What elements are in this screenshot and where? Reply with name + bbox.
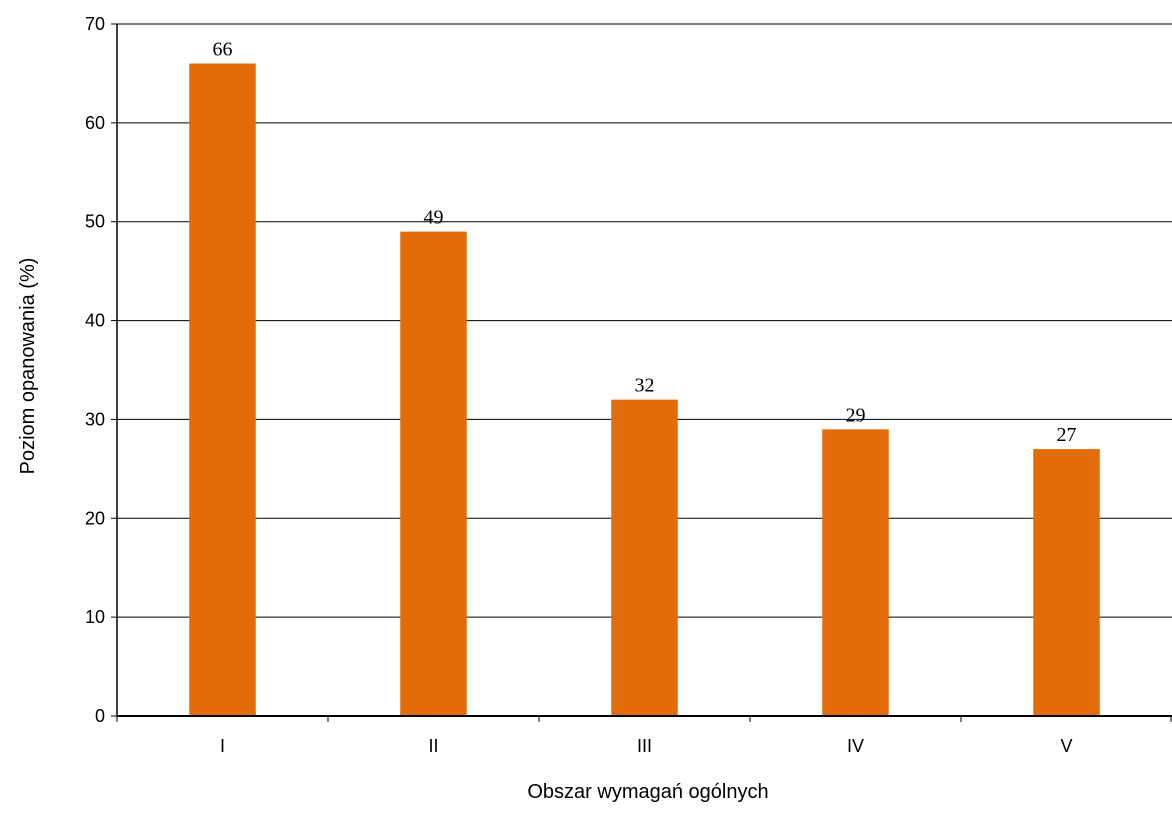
x-tick-label-III: III — [637, 736, 652, 756]
y-tick-label: 0 — [95, 706, 105, 726]
x-tick-label-V: V — [1060, 736, 1072, 756]
y-tick-label: 10 — [85, 607, 105, 627]
y-tick-label: 70 — [85, 14, 105, 34]
bar-IV — [822, 429, 889, 716]
data-label-V: 27 — [1057, 424, 1077, 446]
y-tick-label: 60 — [85, 113, 105, 133]
bar-I — [189, 63, 256, 717]
bar-II — [400, 231, 467, 716]
y-tick-label: 40 — [85, 311, 105, 331]
x-tick-label-II: II — [428, 736, 438, 756]
y-tick-label: 50 — [85, 212, 105, 232]
x-tick-label-I: I — [220, 736, 225, 756]
x-axis-title: Obszar wymagań ogólnych — [527, 781, 768, 803]
x-tick-label-IV: IV — [847, 736, 864, 756]
bar-V — [1033, 449, 1100, 716]
data-labels: 66 49 32 29 27 — [213, 39, 1077, 447]
data-label-IV: 29 — [846, 404, 866, 426]
y-axis-title: Poziom opanowania (%) — [17, 258, 39, 475]
y-tick-label: 30 — [85, 409, 105, 429]
data-label-II: 49 — [424, 207, 444, 229]
data-label-I: 66 — [213, 39, 233, 61]
bars — [189, 63, 1100, 717]
y-tick-label: 20 — [85, 508, 105, 528]
data-label-III: 32 — [635, 375, 655, 397]
bar-III — [611, 399, 678, 716]
